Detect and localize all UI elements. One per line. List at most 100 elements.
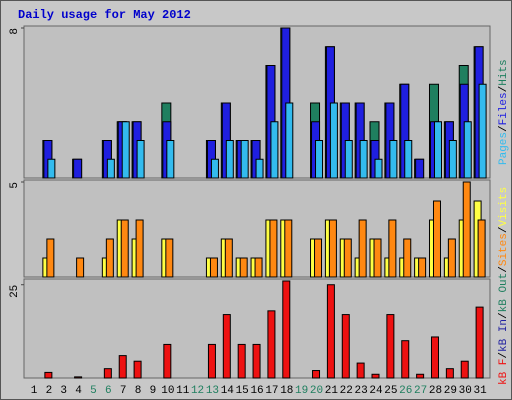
bar <box>105 238 114 278</box>
x-tick-label: 17 <box>265 385 278 397</box>
bar <box>225 140 234 179</box>
bar <box>447 238 456 278</box>
x-tick-label: 16 <box>250 385 263 397</box>
bar <box>373 238 382 278</box>
x-tick-label: 4 <box>75 385 82 397</box>
bar <box>401 340 410 379</box>
bar <box>386 314 395 379</box>
bar <box>252 343 261 379</box>
x-tick-label: 3 <box>60 385 67 397</box>
bar <box>404 140 413 179</box>
x-tick-label: 27 <box>414 385 427 397</box>
legend-item: Files <box>498 92 510 125</box>
bar <box>463 121 472 179</box>
x-tick-label: 8 <box>135 385 142 397</box>
bar <box>166 140 175 179</box>
bar <box>74 376 83 379</box>
bar <box>284 219 293 278</box>
bar <box>326 284 335 379</box>
bar <box>358 219 367 278</box>
x-tick-label: 28 <box>429 385 442 397</box>
bar <box>418 257 427 278</box>
legend-item: Hits <box>498 59 510 85</box>
bar <box>254 257 263 278</box>
bar <box>389 140 398 179</box>
bar <box>165 238 174 278</box>
legend-item: Visits <box>498 187 510 227</box>
x-tick-label: 11 <box>176 385 190 397</box>
bar <box>255 158 264 179</box>
x-tick-label: 1 <box>31 385 38 397</box>
x-tick-label: 31 <box>473 385 487 397</box>
chart-title: Daily usage for May 2012 <box>18 8 191 22</box>
legend-separator: / <box>498 86 510 93</box>
bar <box>163 343 172 379</box>
legend-item: kB Out <box>498 273 510 313</box>
bar <box>477 219 486 278</box>
x-tick-label: 10 <box>161 385 174 397</box>
x-tick-label: 14 <box>221 385 235 397</box>
legend-item: kB In <box>498 319 510 352</box>
x-tick-label: 24 <box>369 385 383 397</box>
x-tick-label: 30 <box>459 385 472 397</box>
x-tick-label: 25 <box>384 385 397 397</box>
bar <box>328 219 337 278</box>
bar <box>73 158 83 179</box>
bar <box>267 310 276 379</box>
bar <box>270 121 279 179</box>
x-tick-label: 18 <box>280 385 293 397</box>
y-tick-label: 25 <box>9 285 21 298</box>
bar <box>224 238 233 278</box>
bar <box>209 257 218 278</box>
x-tick-label: 29 <box>444 385 457 397</box>
bar <box>120 219 129 278</box>
x-tick-label: 22 <box>340 385 353 397</box>
bar <box>462 181 471 278</box>
legend-separator: / <box>498 266 510 273</box>
bar <box>136 140 145 179</box>
bar <box>47 158 56 179</box>
bar <box>478 83 487 179</box>
legend-separator: / <box>498 125 510 132</box>
x-tick-label: 2 <box>46 385 53 397</box>
bar <box>44 371 53 379</box>
bar <box>240 140 249 179</box>
bar <box>371 373 380 379</box>
bar <box>475 306 484 379</box>
legend-item: kB F <box>498 359 510 385</box>
bar <box>76 257 85 278</box>
bar <box>388 219 397 278</box>
bar <box>314 238 323 278</box>
x-tick-label: 21 <box>325 385 339 397</box>
x-tick-label: 5 <box>90 385 97 397</box>
x-tick-label: 19 <box>295 385 308 397</box>
bar <box>344 140 353 179</box>
bar <box>106 158 115 179</box>
x-tick-label: 12 <box>191 385 204 397</box>
x-tick-label: 23 <box>355 385 368 397</box>
bar <box>207 343 216 379</box>
bar <box>445 368 454 379</box>
bar <box>416 373 425 379</box>
bar <box>430 336 439 379</box>
bar <box>341 314 350 379</box>
bar <box>239 257 248 278</box>
y-tick-label: 8 <box>9 28 21 35</box>
bar <box>135 219 144 278</box>
bar <box>46 238 55 278</box>
bar <box>282 280 291 379</box>
bar <box>356 362 365 379</box>
bar <box>222 314 231 379</box>
legend-separator: / <box>498 227 510 234</box>
y-tick-label: 5 <box>9 182 21 189</box>
bar <box>133 360 142 379</box>
x-tick-label: 20 <box>310 385 323 397</box>
x-tick-label: 7 <box>120 385 127 397</box>
bar <box>210 158 219 179</box>
legend-separator: / <box>498 352 510 359</box>
x-tick-label: 6 <box>105 385 112 397</box>
bar <box>121 121 130 179</box>
x-tick-label: 9 <box>150 385 157 397</box>
bar <box>433 121 442 179</box>
